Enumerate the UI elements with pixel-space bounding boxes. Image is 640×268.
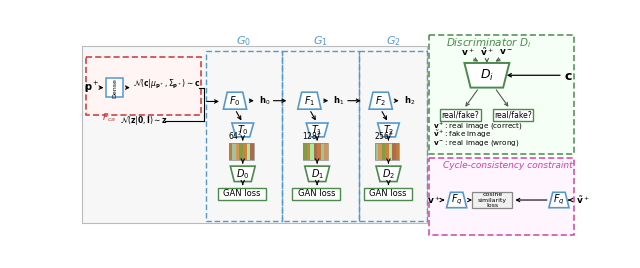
Text: $\mathcal{N}(\mathbf{z}|\mathbf{0}, \mathbf{I}) \sim \mathbf{z}$: $\mathcal{N}(\mathbf{z}|\mathbf{0}, \mat… [120,114,168,127]
Text: $\mathbf{h}_2$: $\mathbf{h}_2$ [404,94,415,107]
Text: $\mathbf{v}^+$: $\mathbf{v}^+$ [461,46,475,58]
Bar [359,51,428,221]
Bar [429,158,575,235]
Polygon shape [378,123,399,137]
Polygon shape [447,192,467,208]
Bar [218,188,266,200]
Bar [250,143,253,160]
Bar [388,143,392,160]
Bar [374,143,399,160]
Text: real/fake?: real/fake? [494,110,532,120]
Text: $D_2$: $D_2$ [382,167,395,181]
Text: $F_2$: $F_2$ [375,94,387,107]
Polygon shape [230,166,255,181]
Bar [381,143,385,160]
Text: $F_q$: $F_q$ [451,193,463,207]
Bar [229,143,253,160]
Bar [392,143,396,160]
Bar [317,143,321,160]
Text: $F_q$: $F_q$ [553,193,564,207]
Bar [396,143,399,160]
Text: $F_{ca}$: $F_{ca}$ [102,111,116,124]
Polygon shape [369,92,392,109]
Polygon shape [298,92,321,109]
Polygon shape [307,123,328,137]
Bar [246,143,250,160]
Text: $T_0$: $T_0$ [237,123,249,137]
Bar [307,143,310,160]
Text: $\tilde{\mathbf{v}}^+$: $\tilde{\mathbf{v}}^+$ [480,46,494,58]
Text: $\mathbf{h}_1$: $\mathbf{h}_1$ [333,94,344,107]
Bar [229,143,232,160]
Bar [106,78,124,97]
Bar [239,143,243,160]
Bar [292,188,340,200]
Bar [303,143,328,160]
Text: real/fake?: real/fake? [442,110,479,120]
Text: $\mathbf{v}^-$: $\mathbf{v}^-$ [499,47,513,57]
Text: $128^2$: $128^2$ [303,130,322,142]
Text: $D_0$: $D_0$ [236,167,250,181]
Bar [374,143,378,160]
Text: GAN loss: GAN loss [369,189,406,198]
Text: $G_1$: $G_1$ [313,35,328,48]
Bar [429,35,575,154]
Text: $D_1$: $D_1$ [310,167,324,181]
Text: $\mathcal{N}(\mathbf{c}|\mu_{\mathbf{p}^+}, \Sigma_{\mathbf{p}^+}) \sim \mathbf{: $\mathcal{N}(\mathbf{c}|\mu_{\mathbf{p}^… [132,78,200,91]
Text: $F_0$: $F_0$ [229,94,241,107]
Text: $\tilde{\mathbf{v}}^+$: fake image: $\tilde{\mathbf{v}}^+$: fake image [433,129,492,140]
Bar [385,143,388,160]
Text: $\mathbf{c}$: $\mathbf{c}$ [564,70,573,83]
Text: Cycle-consistency constraint: Cycle-consistency constraint [443,161,572,170]
Text: $\mathbf{v}^-$: real image (wrong): $\mathbf{v}^-$: real image (wrong) [433,138,520,148]
Text: $F_1$: $F_1$ [304,94,315,107]
Text: $D_i$: $D_i$ [480,68,494,83]
Text: $T_2$: $T_2$ [383,123,394,137]
Bar [472,192,513,208]
Text: $\mathbf{v}^+$: real image (correct): $\mathbf{v}^+$: real image (correct) [433,120,523,132]
Text: $\mathbf{h}_0$: $\mathbf{h}_0$ [259,94,270,107]
Text: GAN loss: GAN loss [298,189,335,198]
Text: $64^2$: $64^2$ [228,130,243,142]
Polygon shape [376,166,401,181]
Text: Discriminator $D_i$: Discriminator $D_i$ [446,36,531,50]
Text: $T_1$: $T_1$ [312,123,323,137]
Text: $\tilde{\mathbf{v}}^+$: $\tilde{\mathbf{v}}^+$ [576,194,590,206]
Bar [86,57,201,114]
Polygon shape [549,192,569,208]
Bar [243,143,246,160]
Bar [440,109,481,121]
Bar [321,143,324,160]
Text: $256^2$: $256^2$ [374,130,393,142]
Bar [324,143,328,160]
Bar [364,188,412,200]
Polygon shape [232,123,253,137]
Text: GAN loss: GAN loss [223,189,260,198]
Bar [282,51,359,221]
Text: Dense: Dense [113,78,117,98]
Text: cosine
similarity
loss: cosine similarity loss [477,192,507,208]
Bar [303,143,307,160]
Text: $G_2$: $G_2$ [386,35,401,48]
Text: $\mathbf{p}^+$: $\mathbf{p}^+$ [84,80,99,95]
Bar [310,143,314,160]
Polygon shape [465,63,509,88]
Text: $G_0$: $G_0$ [236,35,251,48]
Bar [378,143,381,160]
Bar [314,143,317,160]
Bar [232,143,236,160]
Bar [236,143,239,160]
Polygon shape [305,166,330,181]
Polygon shape [223,92,246,109]
Bar [205,51,282,221]
Bar [81,46,428,223]
Bar [493,109,533,121]
Text: $\mathbf{v}^+$: $\mathbf{v}^+$ [428,194,441,206]
